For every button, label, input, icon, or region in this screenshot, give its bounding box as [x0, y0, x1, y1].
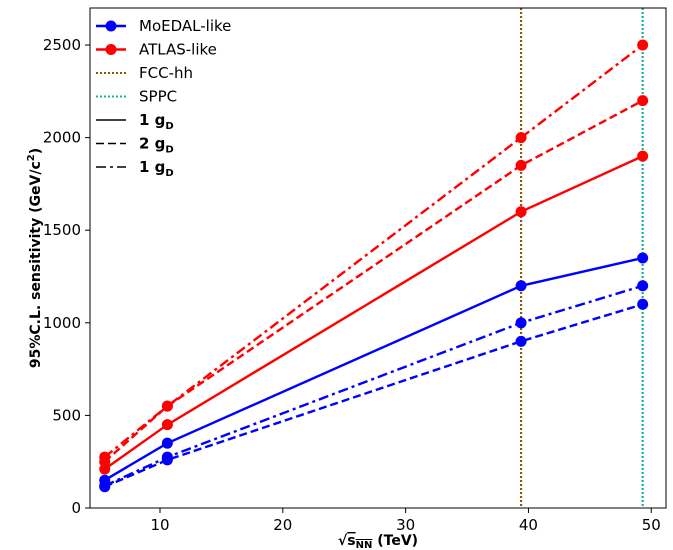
y-axis-label: 95%C.L. sensitivity (GeV/c2)	[26, 148, 44, 368]
data-point-0-2	[515, 280, 527, 292]
legend-label-1-gd-6: 1 gD	[139, 158, 174, 179]
legend-marker-moedal-like-0	[105, 20, 117, 32]
data-point-2-3	[637, 298, 649, 310]
data-point-1-2	[515, 206, 527, 218]
y-tick-label-500: 500	[52, 406, 81, 424]
y-tick-label-1500: 1500	[43, 221, 81, 239]
y-tick-label-1000: 1000	[43, 314, 81, 332]
legend-label-2-gd-5: 2 gD	[139, 135, 174, 156]
x-tick-label-50: 50	[642, 516, 661, 534]
y-tick-label-0: 0	[71, 499, 81, 517]
data-point-4-2	[515, 317, 527, 329]
series-line-2	[104, 303, 644, 488]
series-line-3	[103, 99, 644, 463]
x-tick-label-20: 20	[273, 516, 292, 534]
series-line-1	[104, 155, 644, 471]
data-point-4-3	[637, 280, 649, 292]
legend-label-atlas-like-1: ATLAS-like	[139, 41, 217, 59]
series-line-4	[104, 284, 644, 487]
series-line-5	[103, 44, 644, 459]
data-point-2-2	[515, 335, 527, 347]
plot-layer	[99, 8, 649, 508]
x-tick-label-30: 30	[396, 516, 415, 534]
legend-label-sppc-3: SPPC	[139, 88, 177, 106]
data-point-4-0	[99, 480, 111, 492]
data-point-5-1	[161, 400, 173, 412]
data-point-3-2	[515, 159, 527, 171]
data-point-5-3	[637, 39, 649, 51]
legend-label-1-gd-4: 1 gD	[139, 111, 174, 132]
data-point-0-1	[161, 437, 173, 449]
y-tick-label-2500: 2500	[43, 36, 81, 54]
y-tick-label-2000: 2000	[43, 129, 81, 147]
data-point-3-3	[637, 95, 649, 107]
x-axis-label: √sNN (TeV)	[338, 533, 418, 550]
legend-marker-atlas-like-1	[105, 44, 117, 55]
data-point-4-1	[161, 451, 173, 463]
legend-label-fcc-hh-2: FCC-hh	[139, 64, 193, 82]
x-tick-label-40: 40	[519, 516, 538, 534]
data-point-0-3	[637, 252, 649, 264]
data-point-1-3	[637, 150, 649, 162]
data-point-5-2	[515, 132, 527, 144]
x-tick-label-10: 10	[150, 516, 169, 534]
series-line-0	[104, 256, 643, 482]
data-point-1-1	[161, 419, 173, 431]
plot-frame	[89, 7, 667, 509]
data-point-5-0	[99, 451, 111, 463]
legend-label-moedal-like-0: MoEDAL-like	[139, 17, 231, 35]
